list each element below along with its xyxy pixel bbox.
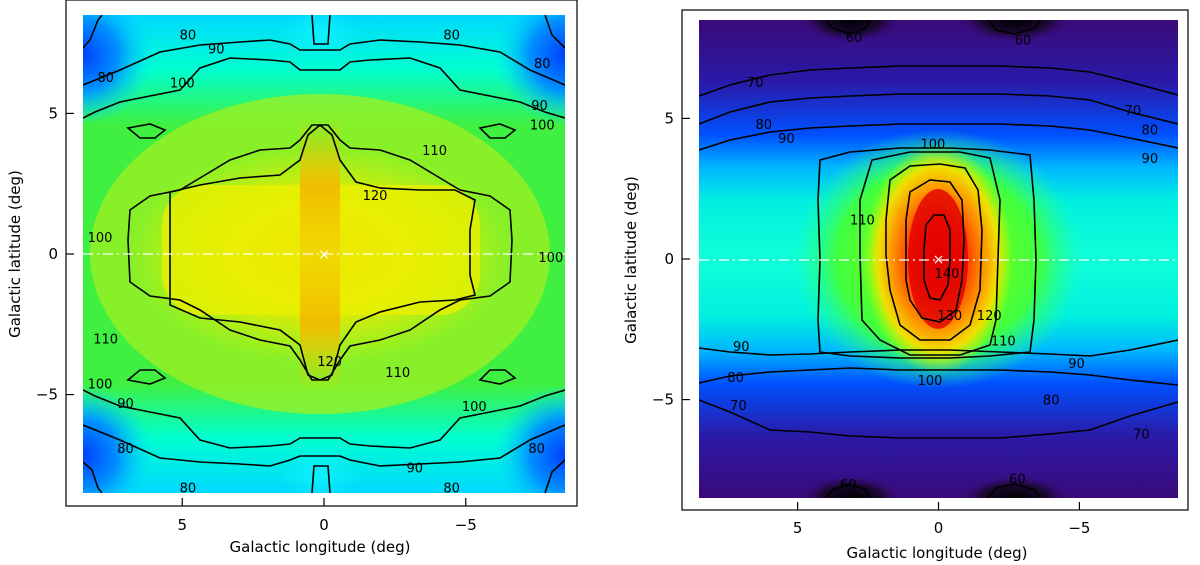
left-contour-label-120: 120 <box>317 355 342 370</box>
right-contour-label-130: 130 <box>937 309 962 324</box>
left-contour-label-80: 80 <box>180 481 197 496</box>
left-contour-label-90: 90 <box>208 43 225 58</box>
right-contour-label-70: 70 <box>730 399 747 414</box>
right-contour-label-80: 80 <box>1142 124 1159 139</box>
left-y-tick-label: 5 <box>48 104 58 122</box>
right-markers: × <box>933 252 945 268</box>
right-x-tick-label: 0 <box>934 519 944 537</box>
left-x-tick-label: 0 <box>319 516 329 534</box>
right-contour-label-60: 60 <box>840 478 857 493</box>
right-y-tick-label: 5 <box>664 109 674 127</box>
right-y-tick-label: −5 <box>652 391 674 409</box>
left-contour-label-110: 110 <box>93 332 118 347</box>
right-x-tick-label: 5 <box>793 519 803 537</box>
right-contour-label-60: 60 <box>1009 472 1026 487</box>
left-x-axis-label: Galactic longitude (deg) <box>230 538 411 556</box>
left-contour-label-80: 80 <box>97 71 114 86</box>
right-contour-label-70: 70 <box>747 76 764 91</box>
left-contour-label-110: 110 <box>422 144 447 159</box>
right-contour-label-70: 70 <box>1125 104 1142 119</box>
left-axis-ticks: 5 0 −5 5 0 −5 <box>36 104 477 534</box>
left-contour-label-100: 100 <box>88 377 113 392</box>
left-y-tick-label: 0 <box>48 245 58 263</box>
left-contour-label-100: 100 <box>462 400 487 415</box>
left-contour-label-90: 90 <box>531 99 548 114</box>
left-contour-label-90: 90 <box>406 462 423 477</box>
right-contour-label-90: 90 <box>733 340 750 355</box>
left-x-tick-label: 5 <box>177 516 187 534</box>
left-markers: × <box>318 247 330 263</box>
left-contour-label-100: 100 <box>538 251 563 266</box>
left-y-axis-label: Galactic latitude (deg) <box>6 170 24 338</box>
left-contour-label-120: 120 <box>363 189 388 204</box>
right-contour-label-140: 140 <box>935 267 960 282</box>
right-heatmap <box>699 20 1178 498</box>
left-contour-label-80: 80 <box>528 442 545 457</box>
right-contour-label-110: 110 <box>991 335 1016 350</box>
right-center-marker: × <box>933 252 945 268</box>
right-y-axis-label: Galactic latitude (deg) <box>622 176 640 344</box>
left-contour-labels: 80 80 90 80 80 100 90 100 110 120 100 100 110 120 110 1… <box>88 29 564 497</box>
left-y-tick-label: −5 <box>36 386 58 404</box>
left-contour-label-80: 80 <box>117 442 134 457</box>
left-contour-label-100: 100 <box>88 231 113 246</box>
left-x-tick-label: −5 <box>455 516 477 534</box>
right-contour-label-90: 90 <box>1068 357 1085 372</box>
left-contour-label-90: 90 <box>117 397 134 412</box>
right-x-axis-label: Galactic longitude (deg) <box>847 544 1028 562</box>
right-contour-label-100: 100 <box>918 374 943 389</box>
right-contour-label-60: 60 <box>846 31 863 46</box>
left-contour-label-80: 80 <box>443 29 460 44</box>
right-contour-label-80: 80 <box>1043 394 1060 409</box>
left-center-marker: × <box>318 247 330 263</box>
right-contour-label-90: 90 <box>778 132 795 147</box>
left-contour-label-80: 80 <box>534 57 551 72</box>
right-axis-ticks: 5 0 −5 5 0 −5 <box>652 109 1091 537</box>
left-panel: 80 80 90 80 80 100 90 100 110 120 100 100 110 120 110 1… <box>6 0 578 556</box>
right-contour-label-80: 80 <box>727 371 744 386</box>
left-contour-label-100: 100 <box>170 76 195 91</box>
left-contour-label-100: 100 <box>530 119 555 134</box>
right-contour-label-110: 110 <box>850 214 875 229</box>
right-contours <box>699 20 1178 498</box>
right-contour-label-60: 60 <box>1015 34 1032 49</box>
left-contour-label-80: 80 <box>443 481 460 496</box>
right-contour-label-120: 120 <box>977 309 1002 324</box>
left-contour-label-110: 110 <box>385 366 410 381</box>
right-x-tick-label: −5 <box>1068 519 1090 537</box>
left-contour-label-80: 80 <box>180 29 197 44</box>
right-y-tick-label: 0 <box>664 250 674 268</box>
right-contour-label-90: 90 <box>1142 152 1159 167</box>
right-plot-frame <box>681 9 1189 511</box>
right-contour-label-100: 100 <box>920 138 945 153</box>
right-contour-label-70: 70 <box>1133 427 1150 442</box>
left-plot-frame <box>65 0 578 507</box>
left-contours <box>83 15 565 493</box>
right-contour-label-80: 80 <box>756 118 773 133</box>
